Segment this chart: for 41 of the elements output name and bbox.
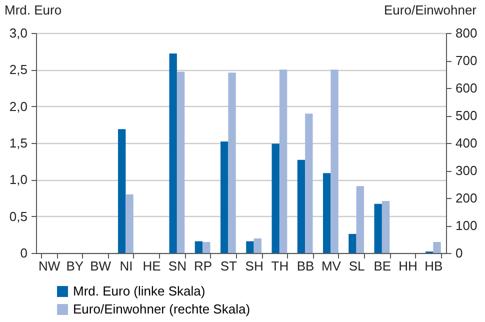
- y2-tick-label: 700: [456, 53, 478, 68]
- x-tick-label: BY: [66, 258, 84, 274]
- y2-tick-label: 800: [456, 26, 478, 40]
- bar: [433, 242, 441, 253]
- y2-axis-title: Euro/Einwohner: [384, 2, 478, 18]
- y2-tick-label: 400: [456, 136, 478, 150]
- y2-tick-label: 100: [456, 218, 478, 233]
- bar: [118, 129, 126, 253]
- y2-tick-label: 0: [456, 246, 463, 260]
- bar: [356, 186, 364, 253]
- y-tick-label: 0,5: [9, 208, 28, 224]
- x-tick-label: SN: [168, 258, 186, 274]
- bar: [330, 70, 338, 253]
- x-tick-label: SL: [348, 258, 365, 274]
- x-tick-label: HH: [398, 258, 418, 274]
- legend-label: Euro/Einwohner (rechte Skala): [73, 302, 250, 316]
- x-tick-label: BW: [90, 258, 112, 274]
- y2-tick-label: 200: [456, 190, 478, 206]
- y-tick-label: 1,0: [9, 172, 28, 188]
- y-tick-label: 1,5: [9, 136, 28, 150]
- y2-tick-label: 600: [456, 80, 478, 96]
- legend-label: Mrd. Euro (linke Skala): [73, 284, 206, 298]
- x-tick-label: HB: [424, 258, 443, 274]
- y-axis-title: Mrd. Euro: [4, 2, 62, 18]
- y2-tick-label: 300: [456, 163, 478, 178]
- x-tick-label: HE: [142, 258, 162, 274]
- y-tick-label: 2,0: [9, 98, 28, 114]
- x-tick-label: TH: [271, 258, 289, 274]
- x-tick-label: SH: [245, 258, 264, 274]
- x-tick-label: BB: [296, 258, 314, 274]
- y2-tick-label: 500: [456, 108, 478, 123]
- y-tick-label: 0: [20, 246, 28, 260]
- x-tick-label: RP: [194, 258, 212, 274]
- x-tick-label: MV: [321, 258, 342, 274]
- x-tick-label: ST: [220, 258, 238, 274]
- y-tick-label: 3,0: [9, 26, 28, 40]
- bar: [348, 234, 356, 253]
- x-tick-label: NW: [38, 258, 61, 274]
- x-tick-label: BE: [374, 258, 392, 274]
- y-tick-label: 2,5: [9, 62, 28, 78]
- x-tick-label: NI: [120, 258, 133, 274]
